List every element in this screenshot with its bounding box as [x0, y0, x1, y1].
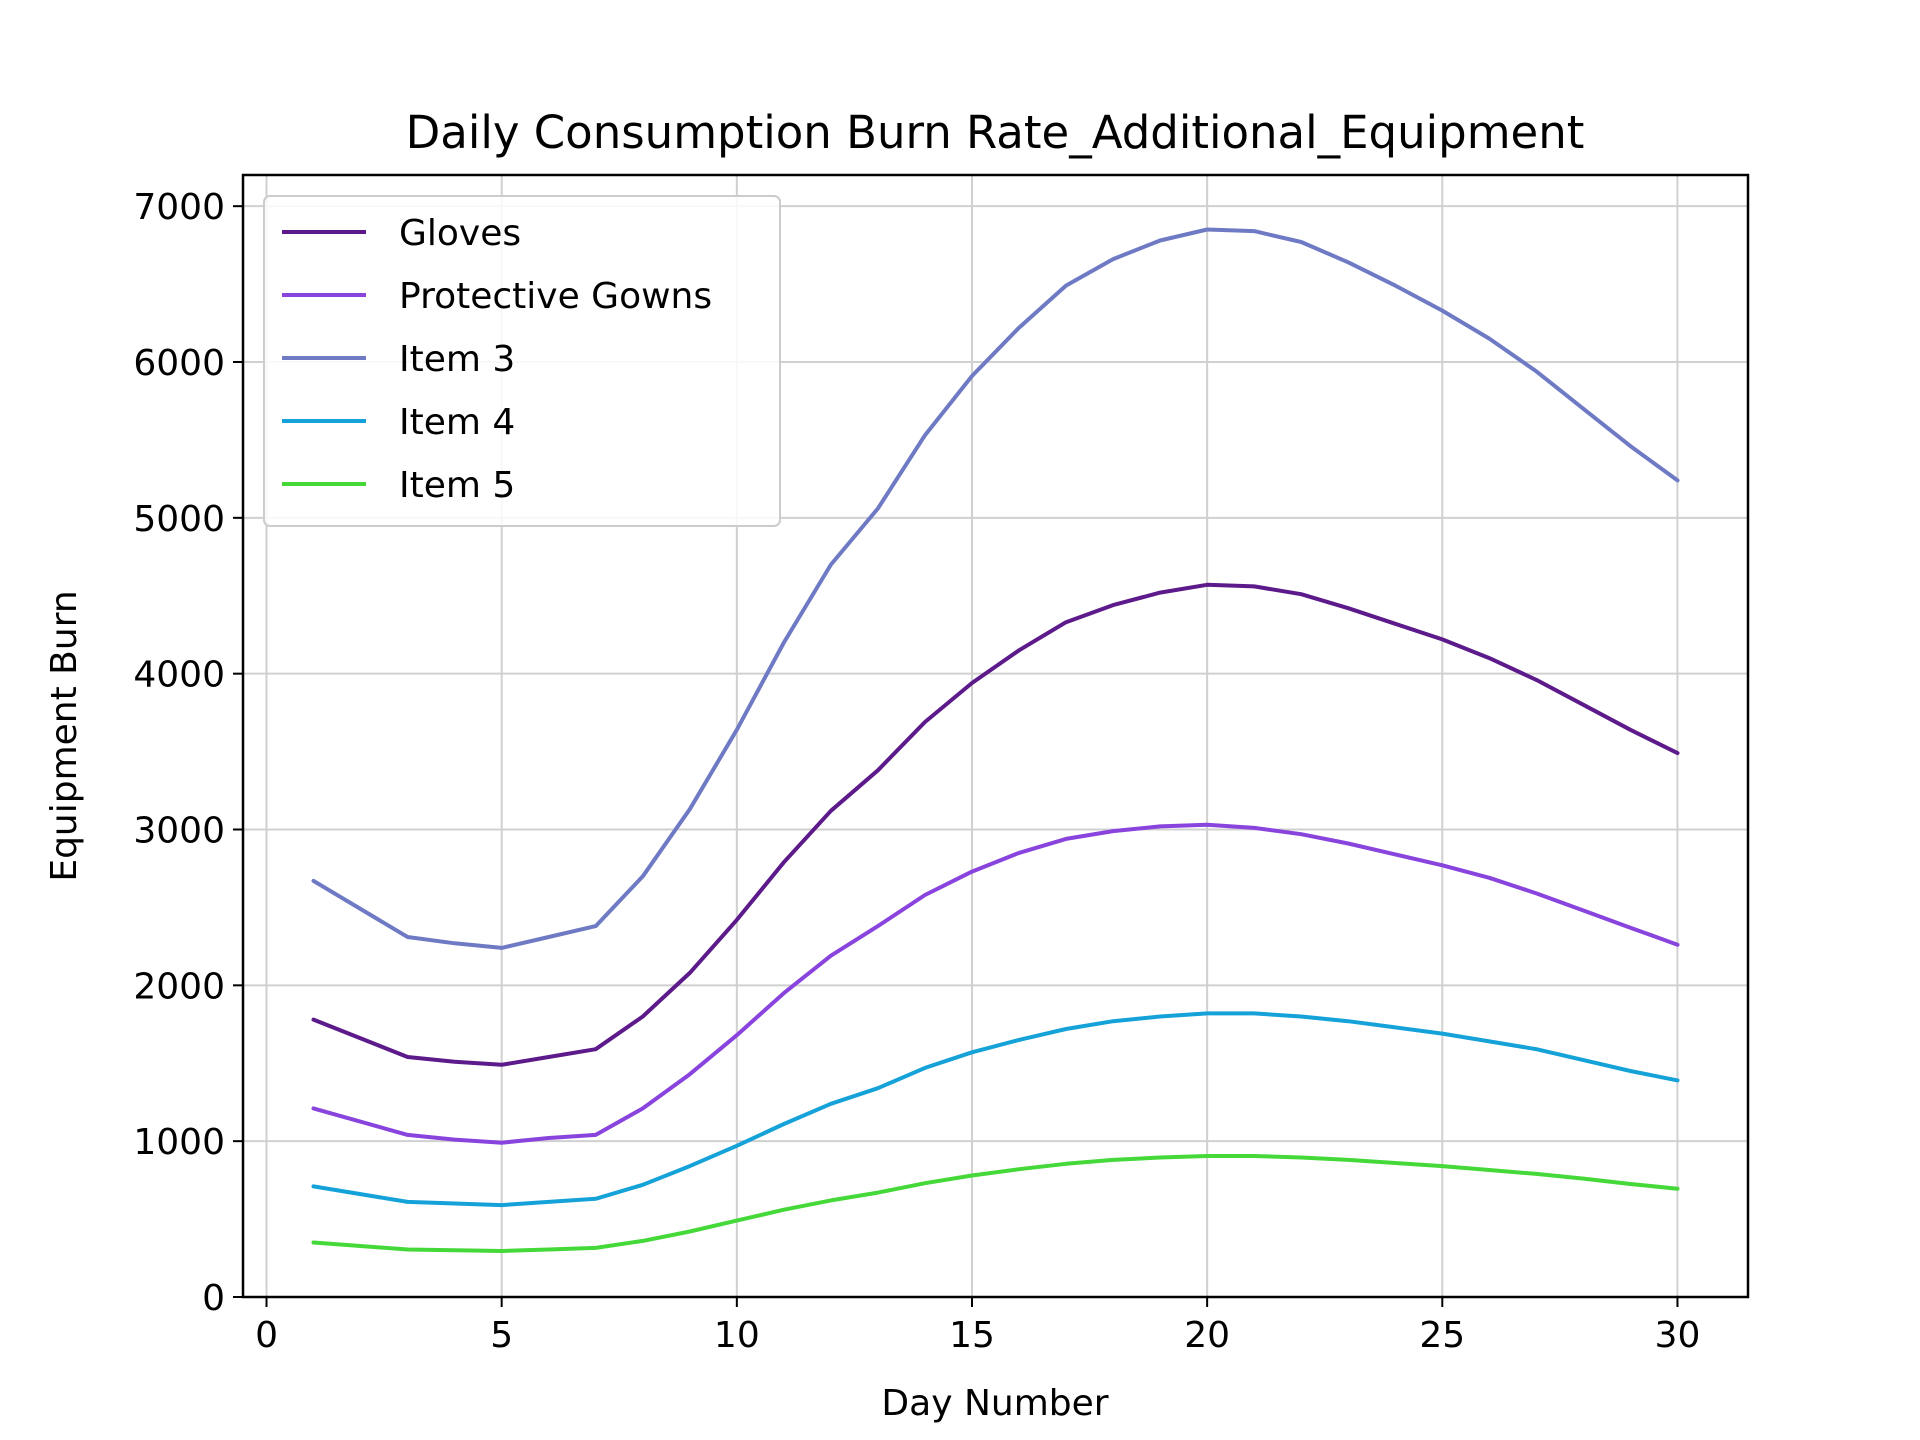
y-tick-label: 6000	[133, 343, 225, 384]
legend-label: Item 3	[399, 339, 515, 380]
y-tick-label: 1000	[133, 1122, 225, 1163]
legend-label: Item 4	[399, 402, 515, 443]
x-tick-label: 0	[255, 1315, 278, 1356]
series-lines	[311, 227, 1680, 1253]
y-tick-label: 0	[202, 1278, 225, 1319]
x-tick-label: 30	[1655, 1315, 1701, 1356]
legend-label: Item 5	[399, 465, 515, 506]
legend-box	[263, 195, 781, 527]
x-tick-label: 25	[1419, 1315, 1465, 1356]
y-tick-label: 3000	[133, 811, 225, 852]
axis-ticks: 0 5 10 15 20 25 30 0 1000 2000 3000 4000 5000 6000 700…	[133, 187, 1700, 1356]
legend-label: Gloves	[399, 213, 521, 254]
x-tick-label: 5	[490, 1315, 513, 1356]
y-axis-label: Equipment Burn	[44, 590, 85, 881]
plot-frame	[241, 173, 1750, 1299]
y-tick-label: 4000	[133, 655, 225, 696]
chart-title: Daily Consumption Burn Rate_Additional_E…	[406, 106, 1585, 159]
x-tick-label: 20	[1184, 1315, 1230, 1356]
x-tick-label: 10	[714, 1315, 760, 1356]
y-tick-label: 5000	[133, 499, 225, 540]
x-tick-label: 15	[949, 1315, 995, 1356]
series-line-3	[311, 227, 1680, 950]
grid	[243, 175, 1748, 1298]
x-axis-label: Day Number	[881, 1383, 1108, 1424]
series-line-1	[311, 582, 1680, 1067]
y-tick-label: 2000	[133, 966, 225, 1007]
y-tick-label: 7000	[133, 187, 225, 228]
legend: Gloves Protective Gowns Item 3 Item 4 Item 5	[263, 195, 781, 527]
series-line-5	[311, 1154, 1680, 1253]
legend-label: Protective Gowns	[399, 276, 712, 317]
series-line-4	[311, 1011, 1680, 1208]
series-line-2	[311, 822, 1680, 1145]
